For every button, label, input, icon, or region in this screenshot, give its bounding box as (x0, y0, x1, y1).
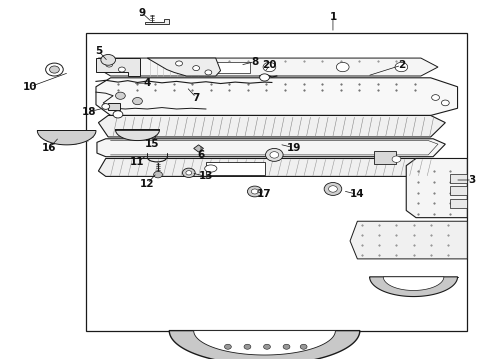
Circle shape (395, 62, 408, 72)
Text: 15: 15 (145, 139, 159, 149)
Circle shape (441, 100, 449, 106)
Circle shape (329, 186, 337, 192)
Circle shape (247, 186, 262, 197)
Polygon shape (98, 116, 445, 137)
Bar (450, 174, 467, 183)
Circle shape (193, 66, 199, 71)
Circle shape (432, 95, 440, 100)
Polygon shape (116, 130, 159, 140)
Polygon shape (350, 221, 467, 259)
Circle shape (224, 344, 231, 349)
Polygon shape (96, 58, 140, 76)
Text: 9: 9 (139, 8, 146, 18)
Bar (108, 103, 121, 110)
Circle shape (182, 168, 195, 177)
Text: 1: 1 (329, 12, 337, 22)
Text: 14: 14 (350, 189, 365, 199)
Text: 11: 11 (130, 157, 145, 167)
Polygon shape (147, 58, 220, 76)
Circle shape (101, 54, 116, 65)
Text: 7: 7 (193, 93, 200, 103)
Circle shape (154, 171, 162, 178)
Circle shape (244, 344, 251, 349)
Circle shape (263, 62, 276, 72)
Circle shape (186, 171, 192, 175)
Text: 20: 20 (262, 60, 277, 70)
Circle shape (106, 62, 113, 67)
Circle shape (300, 344, 307, 349)
Text: 18: 18 (81, 107, 96, 117)
Polygon shape (37, 131, 96, 145)
Text: 3: 3 (468, 175, 476, 185)
Bar (206, 162, 265, 175)
Text: 5: 5 (95, 46, 102, 56)
Polygon shape (97, 139, 445, 157)
Text: 8: 8 (251, 57, 258, 67)
Circle shape (119, 67, 125, 72)
Text: 10: 10 (23, 82, 37, 92)
Text: 4: 4 (144, 78, 151, 88)
Circle shape (283, 344, 290, 349)
Polygon shape (383, 277, 444, 291)
Circle shape (336, 62, 349, 72)
Circle shape (251, 189, 258, 194)
Text: 12: 12 (140, 179, 154, 189)
Circle shape (264, 344, 270, 349)
Bar (450, 199, 467, 208)
Circle shape (175, 61, 182, 66)
Circle shape (49, 66, 59, 73)
Circle shape (324, 183, 342, 195)
Text: 17: 17 (257, 189, 272, 199)
Circle shape (392, 156, 401, 162)
Circle shape (260, 74, 270, 81)
Polygon shape (96, 78, 458, 116)
Text: 2: 2 (398, 60, 405, 70)
Circle shape (46, 63, 63, 76)
Polygon shape (169, 330, 360, 360)
Circle shape (113, 111, 123, 118)
Polygon shape (145, 19, 169, 24)
Text: 13: 13 (198, 171, 213, 181)
Polygon shape (98, 58, 438, 76)
Circle shape (270, 152, 279, 158)
Polygon shape (194, 145, 203, 152)
Text: 19: 19 (287, 143, 301, 153)
Bar (86, 33, 467, 330)
Polygon shape (98, 158, 441, 176)
Circle shape (266, 148, 283, 161)
Text: 6: 6 (197, 150, 205, 160)
Polygon shape (194, 330, 335, 355)
Polygon shape (406, 158, 467, 218)
Circle shape (205, 70, 212, 75)
Bar (206, 62, 250, 73)
Bar (450, 186, 467, 195)
Circle shape (133, 98, 143, 105)
Circle shape (116, 92, 125, 99)
Polygon shape (369, 277, 458, 297)
Bar (374, 151, 396, 164)
Text: 16: 16 (42, 143, 57, 153)
Circle shape (102, 104, 110, 109)
Ellipse shape (205, 165, 217, 172)
